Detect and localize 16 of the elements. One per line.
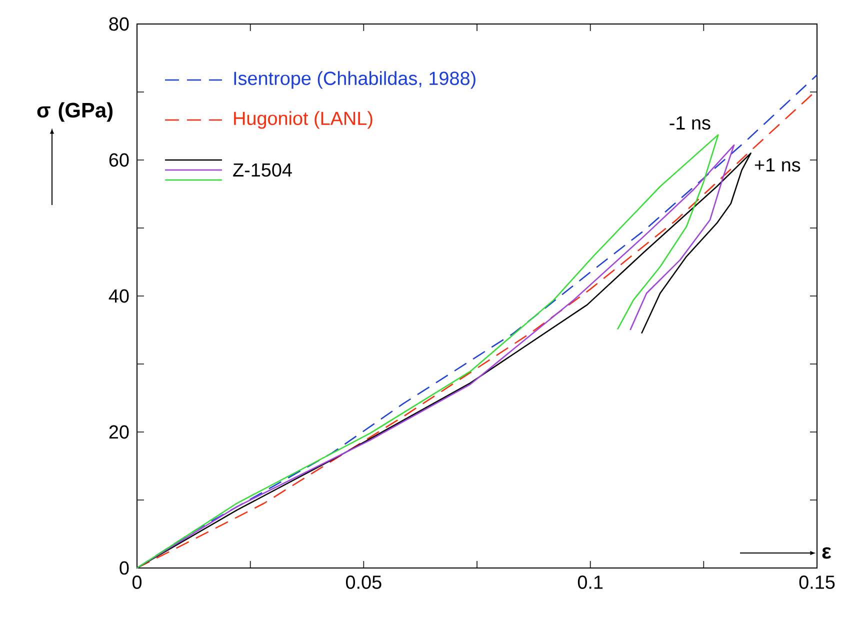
- legend-label: Hugoniot (LANL): [234, 111, 372, 129]
- annotation: +1 ns: [754, 158, 800, 172]
- x-tick-label: 0.05: [346, 576, 382, 589]
- x-tick-label: 0.1: [578, 576, 603, 589]
- y-tick-label: 20: [109, 425, 129, 439]
- x-tick-label: 0.15: [799, 576, 835, 589]
- y-tick-label: 60: [109, 153, 129, 167]
- x-tick-label: 0: [132, 576, 142, 589]
- annotation: -1 ns: [670, 116, 710, 130]
- x-axis-title: ε: [822, 547, 832, 559]
- legend-label: Isentrope (Chhabildas, 1988): [234, 71, 476, 89]
- y-tick-label: 80: [109, 17, 129, 31]
- y-tick-label: 40: [108, 289, 129, 303]
- legend-label: Z-1504: [233, 163, 292, 177]
- y-tick-label: 0: [120, 561, 129, 575]
- y-axis-title: σ (GPa): [37, 102, 112, 122]
